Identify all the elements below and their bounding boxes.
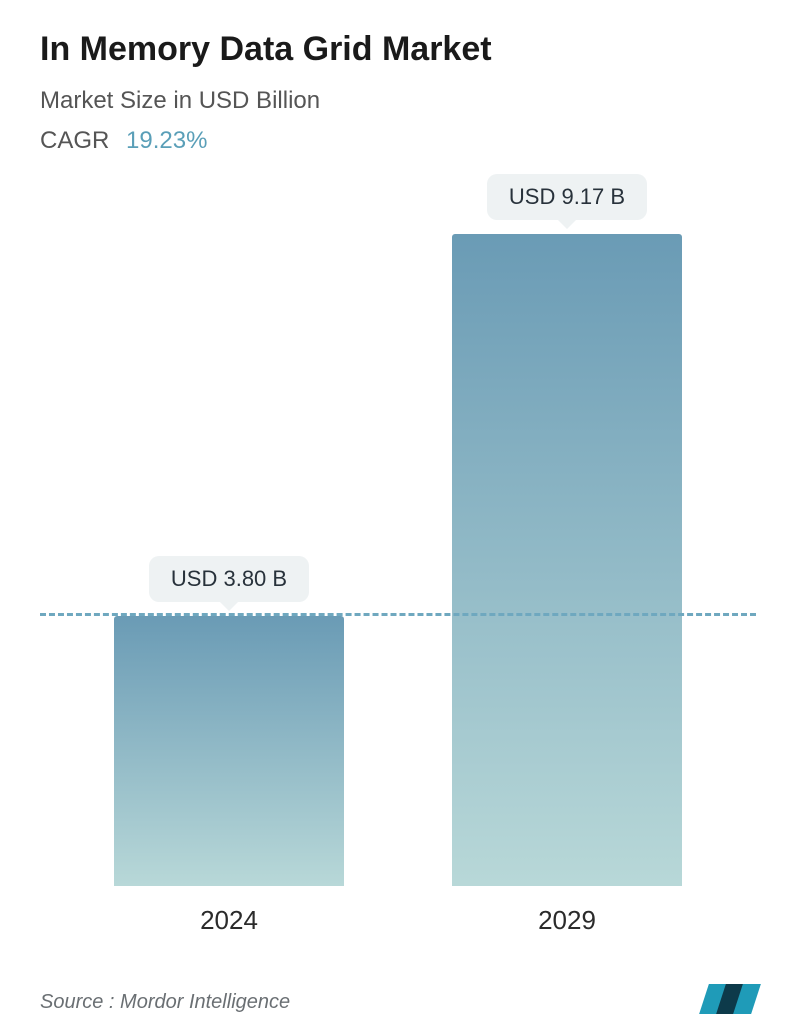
source-text: Source : Mordor Intelligence bbox=[40, 991, 290, 1014]
bar-group-2024: USD 3.80 B bbox=[99, 556, 359, 886]
chart-area: USD 3.80 B USD 9.17 B 2024 2029 bbox=[40, 165, 756, 976]
bar bbox=[114, 616, 344, 886]
x-axis-label: 2029 bbox=[437, 905, 697, 936]
reference-line bbox=[40, 613, 756, 616]
bar-value-label: USD 9.17 B bbox=[487, 174, 647, 220]
bar-group-2029: USD 9.17 B bbox=[437, 174, 697, 886]
chart-title: In Memory Data Grid Market bbox=[40, 30, 756, 69]
bars-container: USD 3.80 B USD 9.17 B bbox=[40, 165, 756, 886]
bar bbox=[452, 234, 682, 886]
x-axis-label: 2024 bbox=[99, 905, 359, 936]
chart-subtitle: Market Size in USD Billion bbox=[40, 87, 756, 115]
brand-logo-icon bbox=[707, 984, 756, 1014]
cagr-value: 19.23% bbox=[126, 127, 207, 154]
cagr-row: CAGR 19.23% bbox=[40, 127, 756, 155]
bar-value-label: USD 3.80 B bbox=[149, 556, 309, 602]
x-axis-labels: 2024 2029 bbox=[40, 905, 756, 936]
cagr-label: CAGR bbox=[40, 127, 109, 154]
